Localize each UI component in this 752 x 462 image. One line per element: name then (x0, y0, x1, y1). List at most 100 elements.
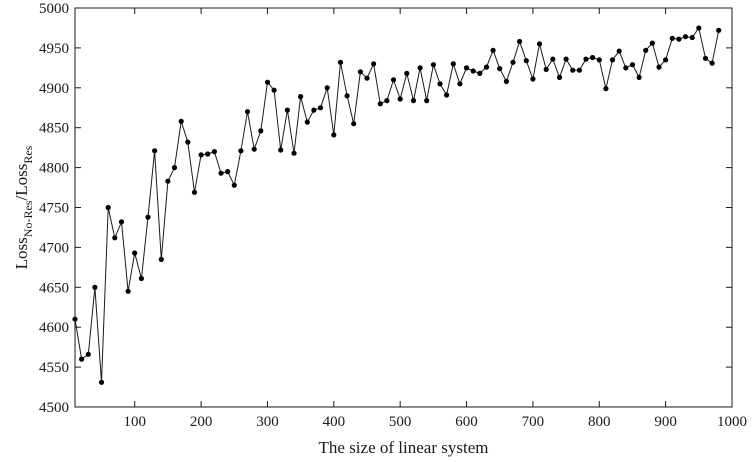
x-tick-label: 400 (323, 414, 346, 430)
data-point (85, 351, 91, 357)
axis-ticks (75, 7, 733, 408)
data-point (636, 74, 642, 80)
data-point (530, 76, 536, 82)
data-point (231, 182, 237, 188)
data-point (79, 356, 85, 362)
plot-frame (74, 7, 733, 408)
data-point (384, 98, 390, 104)
data-point (497, 66, 503, 72)
data-point (663, 57, 669, 63)
data-point (98, 379, 105, 385)
data-point (583, 56, 589, 62)
x-tick-label: 300 (256, 414, 279, 430)
data-point (510, 59, 516, 65)
data-point (225, 169, 231, 175)
data-point (444, 92, 450, 98)
data-point (125, 288, 131, 294)
data-point (278, 147, 284, 153)
data-point (404, 70, 410, 76)
data-point (689, 34, 695, 41)
data-point (676, 36, 682, 42)
data-point (463, 65, 470, 71)
data-point (457, 81, 463, 87)
data-point (118, 219, 125, 225)
x-tick-label: 100 (123, 414, 146, 430)
data-point (138, 275, 144, 282)
data-point (304, 119, 310, 125)
data-point (424, 98, 430, 104)
data-point (324, 85, 330, 91)
data-point (623, 65, 629, 71)
y-tick-label: 4950 (39, 41, 69, 57)
y-tick-label: 4550 (39, 360, 69, 376)
data-point (450, 61, 456, 67)
data-point (271, 87, 277, 93)
data-point (417, 65, 423, 71)
data-point (596, 57, 602, 63)
data-point (543, 66, 549, 72)
y-tick-label: 4600 (39, 320, 69, 336)
data-point (563, 56, 569, 62)
data-points (72, 25, 722, 385)
data-point (550, 56, 556, 62)
data-point (311, 107, 317, 113)
data-point (92, 284, 98, 290)
x-tick-label: 800 (588, 414, 611, 430)
y-tick-labels: 4500 4550 4600 4650 4700 4750 4800 4850 4900 4950… (39, 1, 69, 416)
x-tick-label: 200 (190, 414, 213, 430)
data-point (371, 61, 377, 67)
data-point (178, 118, 184, 124)
data-point (556, 74, 563, 80)
data-point (291, 150, 297, 156)
data-point (603, 86, 609, 92)
data-point (390, 77, 397, 83)
data-point (430, 62, 436, 68)
y-tick-label: 4900 (39, 81, 69, 97)
data-point (357, 69, 363, 75)
data-point (483, 64, 490, 70)
y-tick-label: 4650 (39, 280, 69, 296)
data-point (643, 47, 649, 53)
data-point (132, 250, 138, 256)
data-point (576, 67, 583, 73)
data-point (244, 109, 251, 115)
data-point (682, 34, 689, 40)
data-point (258, 128, 264, 134)
y-tick-label: 4850 (39, 121, 69, 137)
data-point (191, 189, 198, 195)
y-tick-label: 4800 (39, 161, 69, 177)
data-point (211, 149, 217, 155)
data-point (437, 81, 443, 87)
x-tick-label: 500 (389, 414, 412, 430)
data-point (696, 25, 702, 31)
data-point (152, 148, 158, 154)
data-point (716, 27, 722, 33)
data-point (344, 93, 350, 99)
data-point (105, 204, 111, 211)
data-point (410, 98, 417, 104)
data-point (145, 214, 151, 220)
data-point (523, 58, 529, 64)
data-point (185, 139, 191, 145)
data-point (284, 107, 290, 113)
data-point (656, 64, 662, 70)
data-point (397, 96, 403, 102)
data-point (570, 67, 576, 73)
data-point (298, 94, 304, 100)
data-point (669, 35, 675, 41)
x-tick-label: 700 (522, 414, 545, 430)
data-point (264, 79, 271, 85)
data-point (629, 62, 636, 68)
data-point (477, 70, 483, 76)
x-tick-label: 900 (654, 414, 677, 430)
data-point (709, 60, 715, 66)
data-point (517, 38, 523, 45)
data-point (590, 54, 596, 61)
data-point (337, 59, 344, 65)
data-point (649, 40, 656, 46)
y-axis-title: LossNo-Res/LossRes (12, 145, 35, 269)
data-point (331, 132, 337, 138)
data-point (377, 101, 383, 107)
data-point (112, 235, 118, 241)
